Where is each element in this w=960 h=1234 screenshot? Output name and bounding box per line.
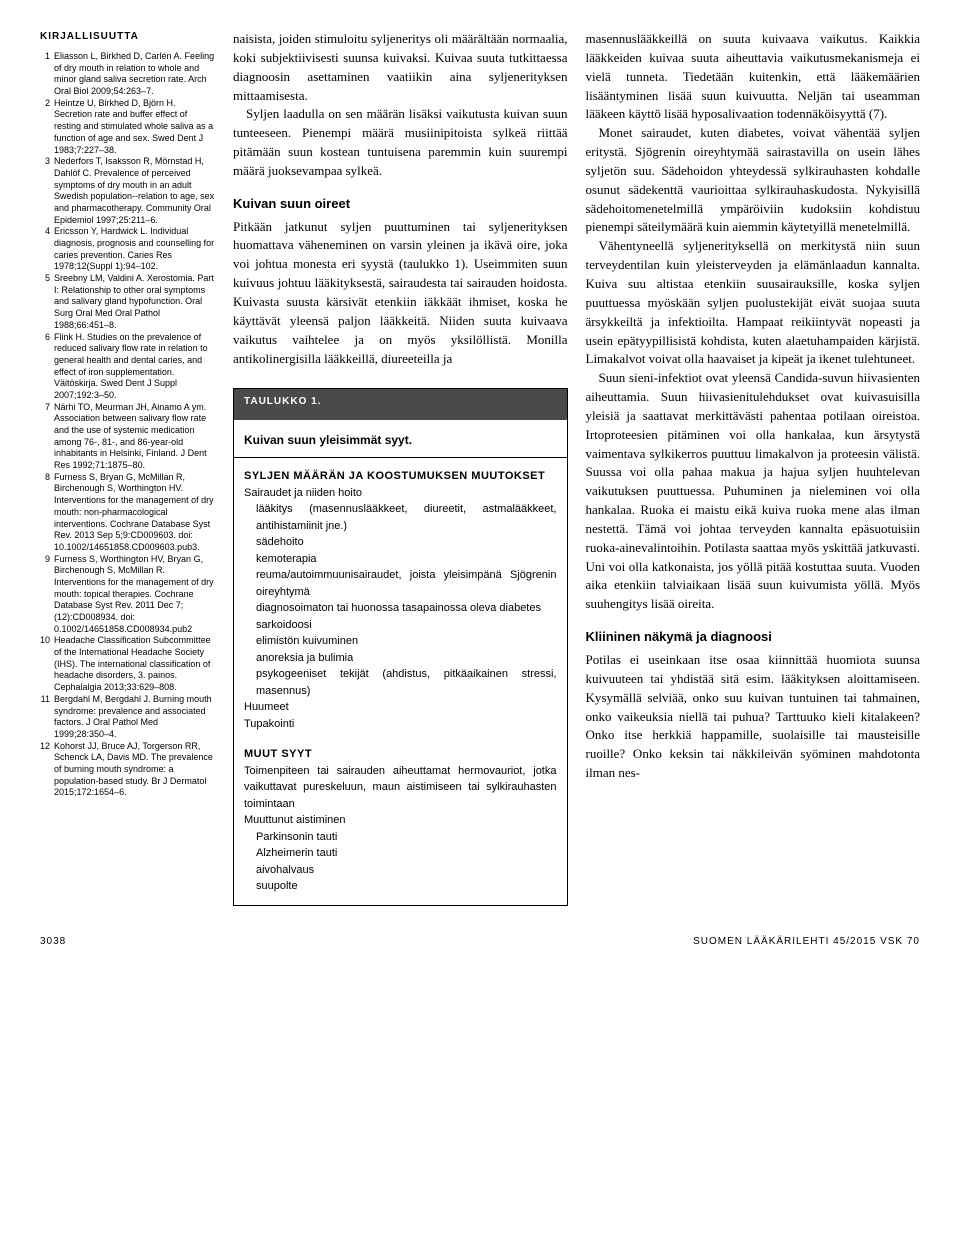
ref-num: 1	[40, 51, 54, 98]
reference-item: 9Furness S, Worthington HV, Bryan G, Bir…	[40, 554, 215, 636]
ref-text: Headache Classification Subcommittee of …	[54, 635, 215, 693]
reference-item: 12Kohorst JJ, Bruce AJ, Torgerson RR, Sc…	[40, 741, 215, 799]
table-title: Kuivan suun yleisimmät syyt.	[234, 420, 567, 458]
table-section-head: MUUT SYYT	[244, 746, 557, 763]
table-1: TAULUKKO 1. Kuivan suun yleisimmät syyt.…	[233, 388, 568, 905]
table-item: kemoterapia	[244, 551, 557, 568]
body-text: Suun sieni-infektiot ovat yleensä Candid…	[586, 369, 921, 614]
reference-item: 1Eliasson L, Birkhed D, Carlén A. Feelin…	[40, 51, 215, 98]
ref-num: 5	[40, 273, 54, 331]
body-text: masennuslääkkeillä on suuta kuivaava vai…	[586, 30, 921, 124]
ref-num: 9	[40, 554, 54, 636]
references-column: KIRJALLISUUTTA 1Eliasson L, Birkhed D, C…	[40, 30, 215, 906]
page-footer: 3038 SUOMEN LÄÄKÄRILEHTI 45/2015 VSK 70	[40, 936, 920, 947]
table-item: elimistön kuivuminen	[244, 633, 557, 650]
table-item: aivohalvaus	[244, 862, 557, 879]
ref-text: Flink H. Studies on the prevalence of re…	[54, 332, 215, 402]
reference-item: 5Sreebny LM, Valdini A. Xerostomia. Part…	[40, 273, 215, 331]
ref-text: Närhi TO, Meurman JH, Ainamo A ym. Assoc…	[54, 402, 215, 472]
ref-num: 3	[40, 156, 54, 226]
journal-info: SUOMEN LÄÄKÄRILEHTI 45/2015 VSK 70	[693, 936, 920, 947]
ref-text: Heintze U, Birkhed D, Björn H. Secretion…	[54, 98, 215, 156]
reference-item: 7Närhi TO, Meurman JH, Ainamo A ym. Asso…	[40, 402, 215, 472]
reference-item: 4Ericsson Y, Hardwick L. Individual diag…	[40, 226, 215, 273]
ref-num: 6	[40, 332, 54, 402]
body-text: Potilas ei useinkaan itse osaa kiinnittä…	[586, 651, 921, 783]
table-item: Parkinsonin tauti	[244, 829, 557, 846]
body-text: naisista, joiden stimuloitu syljeneritys…	[233, 30, 568, 105]
body-text: Syljen laadulla on sen määrän lisäksi va…	[233, 105, 568, 180]
body-text: Vähentyneellä syljenerityksellä on merki…	[586, 237, 921, 369]
ref-text: Bergdahl M, Bergdahl J. Burning mouth sy…	[54, 694, 215, 741]
body-text: Monet sairaudet, kuten diabetes, voivat …	[586, 124, 921, 237]
page-number: 3038	[40, 936, 66, 947]
table-line: Toimenpiteen tai sairauden aiheuttamat h…	[244, 763, 557, 813]
table-line: Huumeet	[244, 699, 557, 716]
reference-item: 8Furness S, Bryan G, McMillan R, Birchen…	[40, 472, 215, 554]
table-item: diagnosoimaton tai huonossa tasapainossa…	[244, 600, 557, 617]
ref-text: Nederfors T, Isaksson R, Mörnstad H, Dah…	[54, 156, 215, 226]
table-line: Sairaudet ja niiden hoito	[244, 485, 557, 502]
table-item: lääkitys (masennuslääkkeet, diureetit, a…	[244, 501, 557, 534]
ref-text: Sreebny LM, Valdini A. Xerostomia. Part …	[54, 273, 215, 331]
ref-num: 2	[40, 98, 54, 156]
middle-column: naisista, joiden stimuloitu syljeneritys…	[233, 30, 568, 906]
table-section-head: SYLJEN MÄÄRÄN JA KOOSTUMUKSEN MUUTOKSET	[244, 468, 557, 485]
reference-item: 3Nederfors T, Isaksson R, Mörnstad H, Da…	[40, 156, 215, 226]
table-line: Tupakointi	[244, 716, 557, 733]
table-label: TAULUKKO 1.	[234, 389, 567, 420]
table-item: sädehoito	[244, 534, 557, 551]
table-item: Alzheimerin tauti	[244, 845, 557, 862]
reference-item: 10Headache Classification Subcommittee o…	[40, 635, 215, 693]
ref-num: 10	[40, 635, 54, 693]
table-item: psykogeeniset tekijät (ahdistus, pitkäai…	[244, 666, 557, 699]
ref-num: 4	[40, 226, 54, 273]
subheading: Kliininen näkymä ja diagnoosi	[586, 628, 921, 647]
right-column: masennuslääkkeillä on suuta kuivaava vai…	[586, 30, 921, 906]
table-item: reuma/autoimmuunisairaudet, joista yleis…	[244, 567, 557, 600]
references-list: 1Eliasson L, Birkhed D, Carlén A. Feelin…	[40, 51, 215, 799]
ref-text: Eliasson L, Birkhed D, Carlén A. Feeling…	[54, 51, 215, 98]
body-text: Pitkään jatkunut syljen puuttuminen tai …	[233, 218, 568, 369]
reference-item: 6Flink H. Studies on the prevalence of r…	[40, 332, 215, 402]
ref-num: 8	[40, 472, 54, 554]
table-body: SYLJEN MÄÄRÄN JA KOOSTUMUKSEN MUUTOKSET …	[234, 458, 567, 905]
ref-text: Ericsson Y, Hardwick L. Individual diagn…	[54, 226, 215, 273]
reference-item: 11Bergdahl M, Bergdahl J. Burning mouth …	[40, 694, 215, 741]
references-heading: KIRJALLISUUTTA	[40, 30, 215, 43]
table-item: suupolte	[244, 878, 557, 895]
table-item: sarkoidoosi	[244, 617, 557, 634]
page-content: KIRJALLISUUTTA 1Eliasson L, Birkhed D, C…	[40, 30, 920, 906]
ref-num: 7	[40, 402, 54, 472]
table-line: Muuttunut aistiminen	[244, 812, 557, 829]
ref-num: 12	[40, 741, 54, 799]
ref-text: Furness S, Worthington HV, Bryan G, Birc…	[54, 554, 215, 636]
main-columns: naisista, joiden stimuloitu syljeneritys…	[233, 30, 920, 906]
ref-text: Kohorst JJ, Bruce AJ, Torgerson RR, Sche…	[54, 741, 215, 799]
ref-text: Furness S, Bryan G, McMillan R, Bircheno…	[54, 472, 215, 554]
ref-num: 11	[40, 694, 54, 741]
reference-item: 2Heintze U, Birkhed D, Björn H. Secretio…	[40, 98, 215, 156]
table-item: anoreksia ja bulimia	[244, 650, 557, 667]
subheading: Kuivan suun oireet	[233, 195, 568, 214]
